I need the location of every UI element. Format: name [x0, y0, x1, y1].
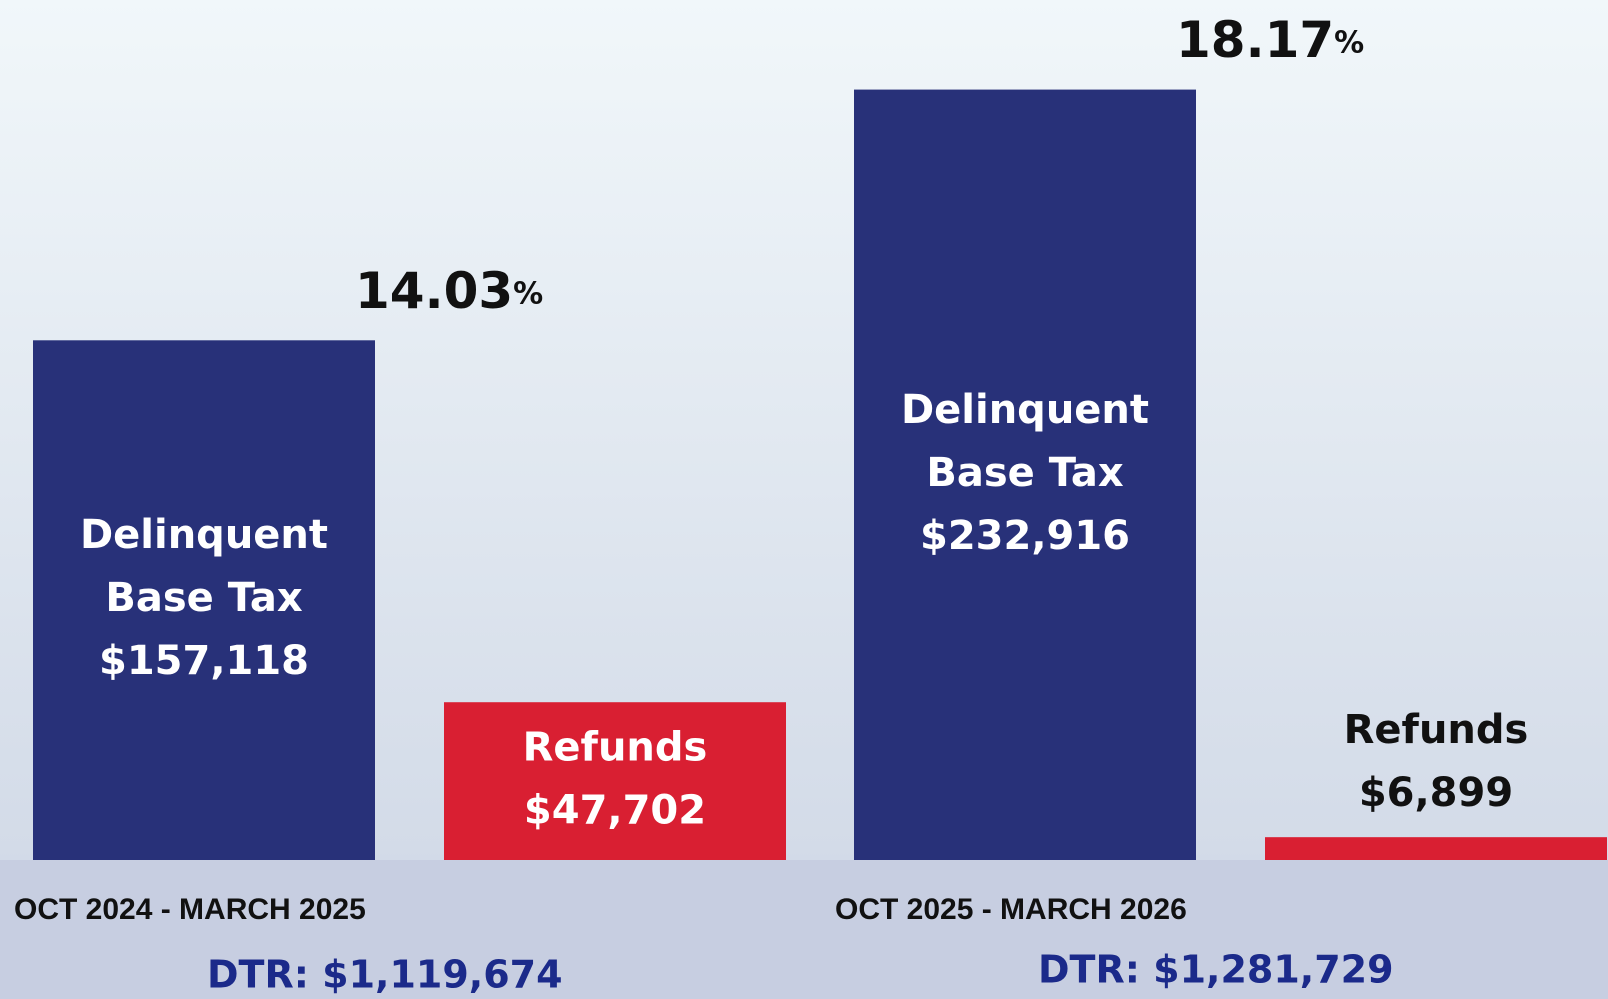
dtr-label: DTR: $1,119,674: [207, 953, 563, 997]
percent-sign: %: [513, 276, 543, 311]
bar-series-label: Delinquent: [80, 512, 328, 558]
bar: [854, 89, 1196, 860]
percent-annotation: 18.17%: [1176, 11, 1364, 69]
bar-value-label: $6,899: [1359, 770, 1513, 816]
percent-sign: %: [1334, 25, 1364, 60]
dtr-label: DTR: $1,281,729: [1038, 948, 1394, 992]
bar-series-label: Base Tax: [105, 575, 302, 621]
bar: [1265, 837, 1607, 860]
bar-value-label: $157,118: [99, 638, 309, 684]
x-tick-label: OCT 2024 - MARCH 2025: [14, 893, 366, 926]
bar-series-label: Refunds: [523, 725, 708, 771]
bar: [33, 340, 375, 860]
bar-series-label: Refunds: [1344, 707, 1529, 753]
percent-annotation: 14.03%: [355, 262, 543, 320]
bar-value-label: $47,702: [524, 788, 706, 834]
bar-value-label: $232,916: [920, 513, 1130, 559]
x-tick-label: OCT 2025 - MARCH 2026: [835, 893, 1187, 926]
bar-series-label: Delinquent: [901, 387, 1149, 433]
bar-series-label: Base Tax: [926, 450, 1123, 496]
bar: [444, 702, 786, 860]
footer-band: [0, 860, 1608, 999]
